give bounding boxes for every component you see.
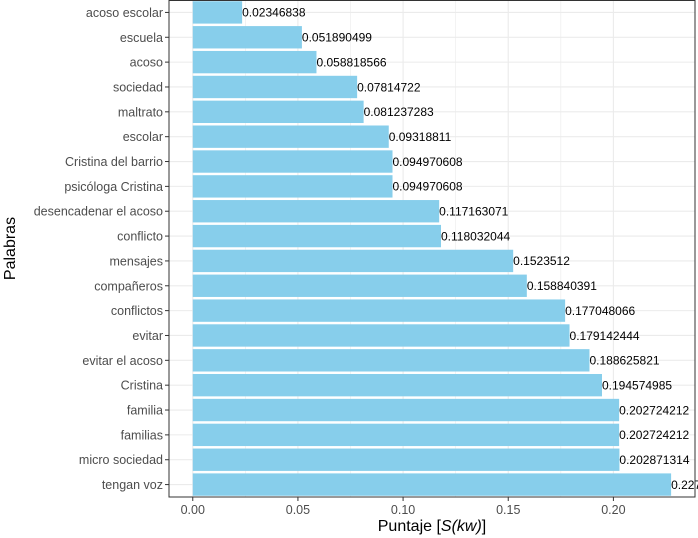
bar <box>192 349 590 372</box>
x-tick-label: 0.20 <box>601 503 625 517</box>
bar-value-label: 0.117163071 <box>439 205 509 219</box>
bar <box>192 299 566 322</box>
bar <box>192 125 389 148</box>
y-tick-label: Cristina del barrio <box>65 155 163 169</box>
bar-value-label: 0.202724212 <box>619 428 689 442</box>
y-tick-label: conflictos <box>111 304 163 318</box>
bar-value-label: 0.094970608 <box>393 155 463 169</box>
bar <box>192 1 243 24</box>
bar-value-label: 0.02346838 <box>242 6 306 20</box>
y-tick-label: escolar <box>123 130 163 144</box>
bar <box>192 324 570 347</box>
bar-value-label: 0.202724212 <box>619 403 689 417</box>
y-tick-label: familias <box>121 428 163 442</box>
grid-major-lines <box>169 0 695 497</box>
y-tick-label: acoso <box>130 56 163 70</box>
bar-value-label: 0.188625821 <box>589 354 659 368</box>
bar-value-label: 0.118032044 <box>441 229 511 243</box>
bar <box>192 249 514 273</box>
bar <box>192 50 317 74</box>
x-tick-label: 0.00 <box>181 503 205 517</box>
bar <box>192 473 672 496</box>
y-tick-label: escuela <box>120 31 163 45</box>
x-tick-label: 0.15 <box>496 503 520 517</box>
bar-value-label: 0.09318811 <box>389 130 452 144</box>
bar-value-label: 0.177048066 <box>565 304 635 318</box>
bar-value-label: 0.094970608 <box>393 180 463 194</box>
bar <box>192 274 527 297</box>
y-tick-label: maltrato <box>118 105 163 119</box>
bar <box>192 26 302 49</box>
bar <box>192 100 364 124</box>
y-tick-label: evitar el acoso <box>82 354 163 368</box>
bar <box>192 150 393 173</box>
y-tick-label: sociedad <box>113 80 163 94</box>
y-tick-label: conflicto <box>117 230 163 244</box>
bar <box>192 175 393 198</box>
y-tick-label: Cristina <box>121 379 163 393</box>
x-axis-title: Puntaje [S(kw)] <box>378 518 487 535</box>
bar-value-label: 0.07814722 <box>357 80 421 94</box>
bar-value-label: 0.179142444 <box>570 329 640 343</box>
y-tick-label: compañeros <box>94 279 163 293</box>
bar <box>192 373 602 397</box>
x-tick-label: 0.10 <box>391 503 415 517</box>
bar-value-label: 0.1523512 <box>513 254 570 268</box>
y-tick-label: evitar <box>132 329 163 343</box>
bar <box>192 224 442 248</box>
bar-value-label: 0.158840391 <box>527 279 597 293</box>
bar-value-label: 0.202871314 <box>619 453 689 467</box>
y-tick-label: psicóloga Cristina <box>64 180 163 194</box>
bar <box>192 75 358 99</box>
x-axis-title-italic: S(kw) <box>441 518 482 535</box>
x-axis-title-prefix: Puntaje [ <box>378 518 442 535</box>
y-tick-label: acoso escolar <box>86 6 163 20</box>
bar-value-label: 0.051890499 <box>302 31 372 45</box>
x-axis-ticks: 0.00 0.05 0.10 0.15 0.20 <box>181 497 626 517</box>
bars-group <box>192 1 672 496</box>
y-tick-label: tengan voz <box>102 478 163 492</box>
bar-value-label: 0.081237283 <box>364 105 434 119</box>
bar <box>192 200 440 223</box>
bar-value-label: 0.227442072 <box>671 478 698 492</box>
bar-value-label: 0.058818566 <box>316 55 386 69</box>
y-tick-label: mensajes <box>110 254 164 268</box>
bar-value-labels: 0.02346838 0.051890499 0.058818566 0.078147… <box>242 6 698 492</box>
bar <box>192 448 620 471</box>
bar <box>192 423 620 447</box>
bar-value-label: 0.194574985 <box>602 378 672 392</box>
x-axis-title-suffix: ] <box>482 518 486 535</box>
y-tick-label: familia <box>127 404 163 418</box>
x-tick-label: 0.05 <box>286 503 310 517</box>
y-axis-title: Palabras <box>2 217 19 280</box>
y-tick-label: micro sociedad <box>79 453 163 467</box>
panel-border <box>168 0 696 498</box>
y-axis-ticks: acoso escolar escuela acoso sociedad maltrat… <box>34 6 169 492</box>
y-tick-label: desencadenar el acoso <box>34 205 163 219</box>
bar <box>192 398 620 422</box>
